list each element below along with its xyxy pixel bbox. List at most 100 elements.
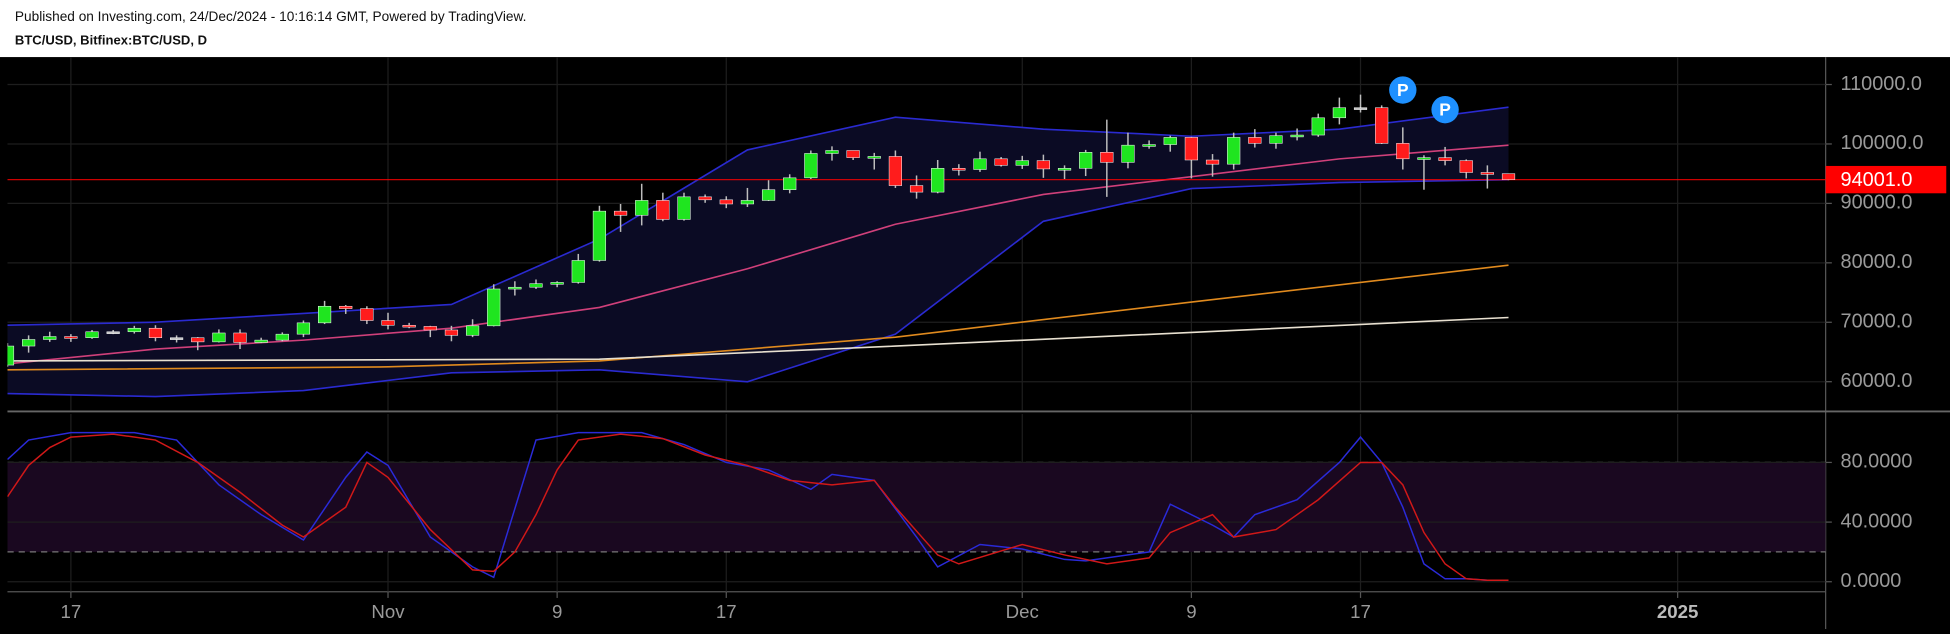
candle-body [1480,172,1494,175]
candle-body [846,150,860,158]
pivot-marker [1389,76,1417,104]
candle-body [1375,107,1389,144]
candle-body [1459,160,1473,173]
candle-body [783,177,797,190]
candle-body [677,196,691,220]
x-tick-label: 9 [552,601,562,622]
candle-body [1079,152,1093,169]
pivot-marker [1431,95,1459,124]
stochastic-panel [7,413,1826,592]
candle-body [64,336,78,339]
candle-body [635,200,649,216]
candle-body [973,158,987,170]
candle-body [43,336,57,340]
candle-body [7,345,15,366]
candle-body [656,200,670,220]
candle-body [465,325,480,336]
price-panel [7,57,1826,411]
symbol-title: BTC/USD, Bitfinex:BTC/USD, D [15,32,207,47]
candle-body [1057,168,1072,171]
moving-average [7,316,1509,362]
candle-body [1501,173,1516,180]
stochastic-line [7,433,1509,582]
candle-body [487,288,501,327]
candle-body [296,322,311,335]
candle-body [212,332,226,343]
candle-body [85,331,99,338]
candle-body [1015,160,1029,166]
candle-body [867,156,881,159]
x-tick-label: 9 [1186,601,1196,622]
candle-body [571,260,585,283]
bollinger-upper [7,106,1509,327]
candle-body [381,320,395,326]
candle-body [698,196,712,201]
candle-body [1417,157,1431,160]
candle-body [1311,117,1325,136]
y-tick-label: 90000.0 [1841,192,1913,214]
y-tick-label: 0.0000 [1841,570,1902,592]
y-tick-label: 70000.0 [1841,311,1913,333]
candle-body [1036,160,1050,170]
bollinger-lower [7,178,1509,398]
moving-average [7,264,1509,371]
candle-body [592,210,607,261]
x-tick-label: Nov [371,601,405,622]
candle-body [719,199,733,205]
candle-body [550,282,564,285]
y-tick-label: 80000.0 [1841,251,1913,273]
candle-body [1269,135,1283,144]
candle-body [402,324,416,328]
x-tick-label: Dec [1006,601,1039,622]
bollinger-middle [7,144,1509,365]
x-tick-label: 17 [716,601,737,622]
candle-body [909,185,924,193]
y-tick-label: 60000.0 [1841,370,1913,392]
candle-body [1396,143,1410,160]
x-tick-label: 17 [1350,601,1371,622]
candle-body [994,158,1008,166]
candle-body [1205,159,1220,165]
y-tick-label: 100000.0 [1841,132,1924,154]
candle-body [170,337,184,340]
pivot-marker-label: P [1439,99,1451,119]
candle-body [1184,137,1198,161]
x-tick-label: 17 [61,601,82,622]
candle-body [761,189,776,201]
stochastic-line [7,431,1509,582]
candle-body [275,333,289,341]
candle-body [1142,144,1156,147]
candle-body [1100,152,1114,163]
candle-body [1121,144,1135,163]
candle-body [1332,107,1346,119]
candle-body [191,337,205,343]
candle-body [1290,134,1304,138]
candle-body [804,153,818,179]
y-tick-label: 40.0000 [1841,510,1913,532]
candle-body [508,286,522,290]
candle-body [529,283,543,288]
candle-body [360,308,374,321]
y-tick-label: 80.0000 [1841,451,1913,473]
last-price-label: 94001.0 [1841,169,1913,191]
candle-body [825,150,839,154]
candle-body [613,210,628,216]
candle-body [740,200,755,205]
candle-body [444,329,459,336]
candle-body [22,339,36,347]
axes: 17 Nov 9 17 Dec 9 17 2025 60000.0 70000.0 80000.0 9… [61,73,1947,622]
x-tick-label: 2025 [1657,601,1698,622]
candle-body [952,168,966,171]
candle-body [233,332,247,343]
candle-body [1227,137,1241,165]
candle-body [339,305,353,309]
header-bg [0,0,1950,58]
candle-body [1248,137,1262,144]
candle-body [888,156,902,186]
last-price-box [1825,165,1947,194]
candle-body [1163,137,1177,145]
y-tick-label: 110000.0 [1841,73,1922,95]
candle-body [127,327,141,333]
pivot-marker-label: P [1397,80,1409,100]
